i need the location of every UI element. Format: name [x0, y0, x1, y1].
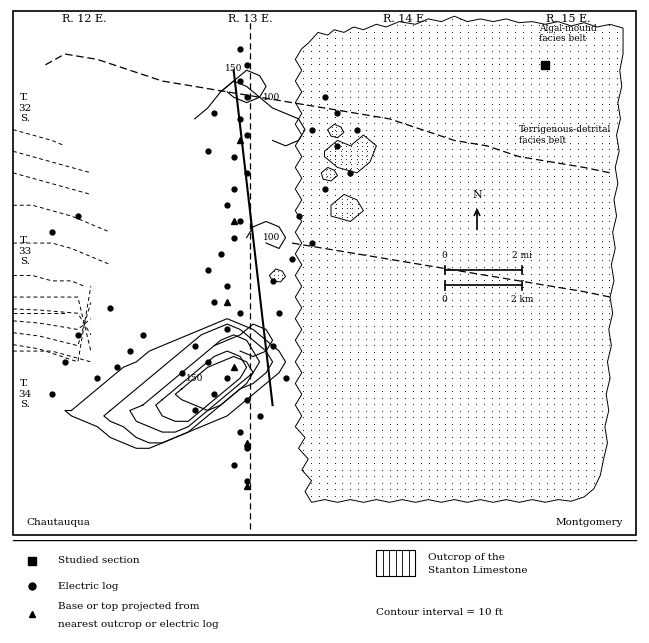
Text: Contour interval = 10 ft: Contour interval = 10 ft: [376, 608, 503, 617]
Text: Montgomery: Montgomery: [556, 518, 623, 527]
Text: 0: 0: [442, 251, 447, 260]
Text: R. 15 E.: R. 15 E.: [546, 14, 590, 24]
Text: 150: 150: [225, 64, 242, 73]
Text: 2 km: 2 km: [511, 295, 533, 304]
Text: 100: 100: [263, 93, 280, 102]
Text: 150: 150: [186, 374, 203, 383]
Text: 2 mi: 2 mi: [513, 251, 532, 260]
Text: T.
33
S.: T. 33 S.: [18, 236, 31, 266]
Text: Terrigenous-detrital
facies belt: Terrigenous-detrital facies belt: [519, 125, 611, 145]
Text: T.
34
S.: T. 34 S.: [18, 379, 31, 409]
Text: Stanton Limestone: Stanton Limestone: [428, 566, 528, 575]
Text: R. 13 E.: R. 13 E.: [228, 14, 272, 24]
Text: Studied section: Studied section: [58, 556, 140, 565]
Text: nearest outcrop or electric log: nearest outcrop or electric log: [58, 620, 219, 629]
Text: 100: 100: [263, 233, 280, 242]
Bar: [376, 550, 415, 576]
Text: T.
32
S.: T. 32 S.: [18, 93, 31, 123]
Text: 0: 0: [442, 295, 447, 304]
Text: Algal-mound
facies belt: Algal-mound facies belt: [539, 24, 596, 43]
Text: Base or top projected from: Base or top projected from: [58, 602, 200, 611]
Text: R. 12 E.: R. 12 E.: [62, 14, 106, 24]
Text: Chautauqua: Chautauqua: [26, 518, 90, 527]
Text: Outcrop of the: Outcrop of the: [428, 553, 505, 562]
Text: R. 14 E.: R. 14 E.: [384, 14, 428, 24]
Text: Electric log: Electric log: [58, 582, 119, 591]
Text: N: N: [472, 190, 482, 200]
